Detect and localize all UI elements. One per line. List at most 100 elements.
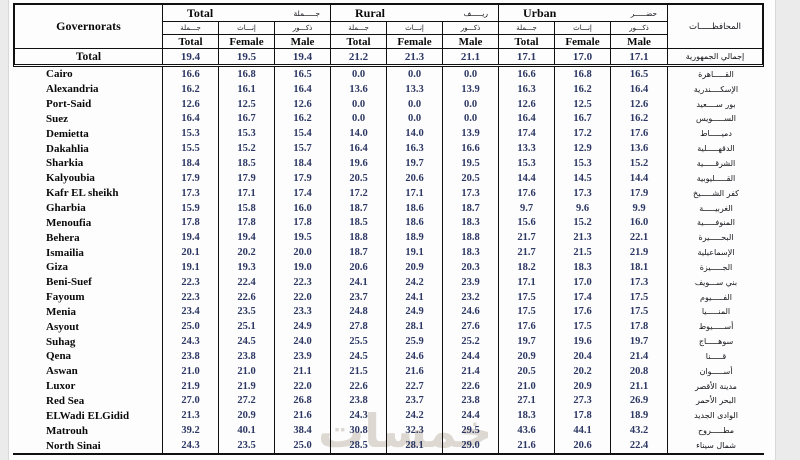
- cell-value: 21.3: [555, 230, 611, 246]
- total-row-value: 21.2: [331, 49, 387, 64]
- cell-value: 18.9: [611, 408, 668, 424]
- corner-header-governorates-ar: المحافظـــــات: [668, 5, 762, 49]
- cell-value: 15.2: [611, 156, 668, 171]
- cell-value: 14.0: [331, 126, 387, 142]
- cell-value: 16.3: [387, 141, 443, 157]
- cell-value: 24.9: [275, 319, 331, 335]
- governorate-name-en: Alexandria: [13, 81, 163, 97]
- cell-value: 20.9: [555, 378, 611, 394]
- subheader-ar: إنـــاث: [387, 22, 443, 34]
- governorate-name-ar: المنوفـــــية: [696, 218, 736, 228]
- cell-value: 16.0: [611, 215, 668, 231]
- cell-value: 15.8: [219, 200, 275, 216]
- governorate-name-en: Aswan: [13, 363, 163, 379]
- subheader-total: Total: [499, 35, 555, 48]
- cell-value: 44.1: [555, 423, 611, 439]
- governorate-name-ar: مدينة الأقصر: [695, 381, 737, 391]
- cell-value: 16.3: [499, 81, 555, 97]
- cell-value: 24.8: [331, 304, 387, 320]
- cell-value: 15.5: [163, 141, 219, 157]
- cell-value: 17.8: [611, 319, 668, 335]
- cell-value: 28.5: [331, 438, 387, 453]
- cell-value: 16.4: [499, 111, 555, 127]
- cell-value: 23.4: [163, 304, 219, 320]
- cell-value: 18.7: [331, 245, 387, 260]
- cell-value: 17.3: [611, 274, 668, 290]
- governorate-name-ar: الإسكــــندرية: [693, 84, 739, 94]
- governorate-name-ar: الفـــــيوم: [700, 292, 732, 302]
- table-row: Giza 19.1 19.3 19.0 20.6 20.9 20.3 18.2 18.3 18.1…: [13, 259, 764, 275]
- governorate-name-ar: القـــــليوبية: [696, 173, 736, 183]
- cell-value: 18.3: [555, 259, 611, 275]
- table-row: Dakahlia 15.5 15.2 15.7 16.4 16.3 16.6 13.3 12.9…: [13, 141, 764, 157]
- subheader-ar: جـــملة: [331, 22, 387, 34]
- cell-value: 18.7: [443, 200, 499, 216]
- governorate-name-ar: أســـــيوط: [698, 322, 734, 332]
- cell-value: 24.1: [387, 289, 443, 305]
- governorates-statistics-table: Governorats Total Total جـــــملة Rural …: [13, 3, 764, 455]
- cell-value: 17.5: [499, 289, 555, 305]
- group-urban-en: Urban: [523, 5, 557, 20]
- cell-value: 27.2: [219, 393, 275, 409]
- table-row: Menia 23.4 23.5 23.3 24.8 24.9 24.6 17.5 17.6 17.…: [13, 304, 764, 320]
- cell-value: 21.3: [163, 408, 219, 424]
- cell-value: 17.9: [219, 170, 275, 186]
- cell-value: 28.1: [387, 319, 443, 335]
- governorate-name-ar: مطـــــروح: [697, 426, 734, 436]
- cell-value: 22.3: [163, 289, 219, 305]
- table-row: Aswan 21.0 21.0 21.1 21.5 21.6 21.4 20.5 20.2 20.…: [13, 363, 764, 379]
- cell-value: 20.6: [555, 438, 611, 453]
- cell-value: 16.8: [219, 67, 275, 82]
- cell-value: 17.4: [499, 126, 555, 142]
- cell-value: 9.9: [611, 200, 668, 216]
- cell-value: 21.7: [499, 245, 555, 260]
- total-row-value: 19.5: [219, 49, 275, 64]
- cell-value: 20.8: [611, 363, 668, 379]
- cell-value: 22.4: [611, 438, 668, 453]
- table-row: Beni-Suef 22.3 22.4 22.3 24.1 24.2 23.9 17.1 17.…: [13, 274, 764, 290]
- group-rural-ar: ريـــــف: [463, 8, 488, 18]
- cell-value: 27.6: [443, 319, 499, 335]
- cell-value: 43.6: [499, 423, 555, 439]
- cell-value: 25.5: [331, 334, 387, 350]
- cell-value: 18.5: [219, 156, 275, 171]
- subheader-ar: إنـــاث: [219, 22, 275, 34]
- cell-value: 17.3: [443, 185, 499, 201]
- cell-value: 16.2: [163, 81, 219, 97]
- governorate-name-ar: كفر الشـــــيخ: [693, 188, 739, 198]
- total-row-value: 17.1: [499, 49, 555, 64]
- cell-value: 16.2: [611, 111, 668, 127]
- cell-value: 16.7: [555, 111, 611, 127]
- governorate-name-en: Beni-Suef: [13, 274, 163, 290]
- cell-value: 17.9: [163, 170, 219, 186]
- cell-value: 16.2: [275, 111, 331, 127]
- cell-value: 19.6: [331, 156, 387, 171]
- cell-value: 21.5: [555, 245, 611, 260]
- cell-value: 21.0: [219, 363, 275, 379]
- cell-value: 19.5: [443, 156, 499, 171]
- cell-value: 20.9: [219, 408, 275, 424]
- governorate-name-ar: بور ســــعيد: [696, 99, 736, 109]
- cell-value: 16.4: [275, 81, 331, 97]
- cell-value: 19.0: [275, 259, 331, 275]
- cell-value: 18.5: [331, 215, 387, 231]
- governorate-name-ar: الغربيـــــة: [699, 203, 733, 213]
- cell-value: 0.0: [331, 67, 387, 82]
- cell-value: 19.7: [611, 334, 668, 350]
- cell-value: 19.5: [275, 230, 331, 246]
- group-header-total: Total جـــــملة: [163, 5, 331, 21]
- cell-value: 22.3: [163, 274, 219, 290]
- governorate-name-en: Cairo: [13, 67, 163, 82]
- governorate-name-en: Matrouh: [13, 423, 163, 439]
- cell-value: 39.2: [163, 423, 219, 439]
- cell-value: 20.2: [219, 245, 275, 260]
- cell-value: 21.0: [499, 378, 555, 394]
- governorate-name-en: Red Sea: [13, 393, 163, 409]
- cell-value: 29.0: [443, 438, 499, 453]
- cell-value: 0.0: [387, 111, 443, 127]
- cell-value: 24.6: [387, 349, 443, 364]
- cell-value: 24.3: [163, 438, 219, 453]
- governorate-name-en: Menia: [13, 304, 163, 320]
- cell-value: 18.6: [387, 215, 443, 231]
- cell-value: 0.0: [443, 67, 499, 82]
